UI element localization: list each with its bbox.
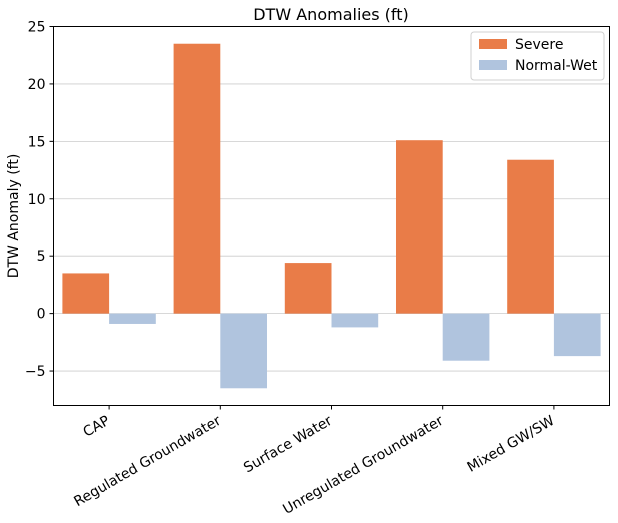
bar-normal-wet [109, 313, 156, 324]
y-tick-label: 5 [37, 249, 46, 265]
legend-label: Normal-Wet [515, 58, 598, 74]
y-tick-label: 25 [28, 20, 46, 36]
bar-severe [284, 263, 332, 314]
bar-normal-wet [331, 313, 379, 328]
chart-title: DTW Anomalies (ft) [253, 5, 409, 24]
y-tick-label: 0 [37, 307, 46, 323]
bar-normal-wet [442, 313, 490, 361]
y-tick-label: 20 [28, 77, 46, 93]
legend-label: Severe [515, 37, 563, 53]
bar-severe [395, 140, 443, 314]
bar-severe [507, 159, 554, 314]
legend: Severe Normal-Wet [470, 31, 605, 81]
y-tick-label: 10 [28, 192, 46, 208]
bar-severe [173, 43, 221, 314]
y-axis: −5 0 5 10 15 20 25 [25, 20, 54, 380]
legend-swatch [479, 60, 507, 70]
y-axis-label: DTW Anomaly (ft) [6, 154, 22, 279]
bars [62, 43, 601, 389]
x-tick-label: Mixed GW/SW [465, 413, 558, 476]
x-tick-label: Surface Water [241, 413, 335, 477]
x-tick-label: CAP [81, 413, 113, 441]
y-tick-label: 15 [28, 134, 46, 150]
bar-normal-wet [553, 313, 601, 357]
legend-swatch [479, 39, 507, 49]
y-tick-label: −5 [25, 364, 46, 380]
bar-normal-wet [220, 313, 268, 389]
bar-severe [62, 273, 110, 314]
